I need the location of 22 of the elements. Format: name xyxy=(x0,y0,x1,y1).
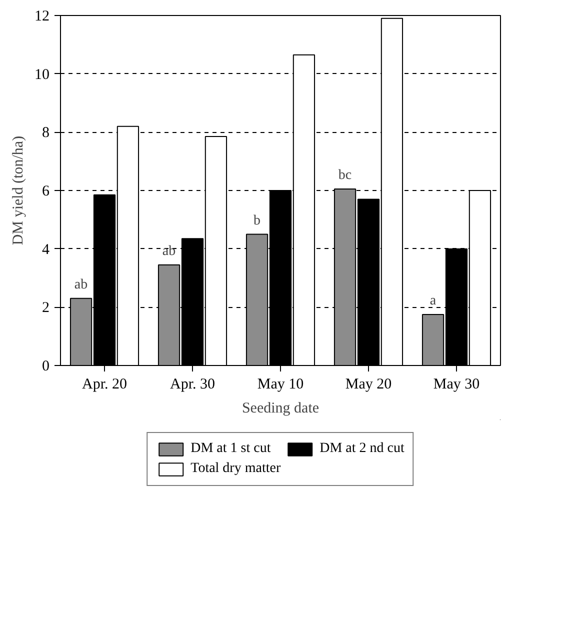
x-tick-label: Apr. 20 xyxy=(82,376,127,392)
x-tick-label: May 30 xyxy=(433,376,480,392)
annotation: b xyxy=(254,213,261,228)
y-tick-label: 12 xyxy=(34,8,50,24)
y-tick-label: 4 xyxy=(42,242,50,258)
y-tick-label: 6 xyxy=(42,184,50,200)
x-tick-label: May 10 xyxy=(257,376,304,392)
y-axis-title: DM yield (ton/ha) xyxy=(10,136,26,246)
legend-label: DM at 1 st cut xyxy=(190,441,271,457)
legend-label: DM at 2 nd cut xyxy=(320,441,404,457)
annotation: a xyxy=(430,293,437,308)
annotation: bc xyxy=(338,168,352,184)
x-tick-label: May 20 xyxy=(345,376,392,392)
y-tick-label: 0 xyxy=(42,358,50,374)
annotation: ab xyxy=(162,244,176,259)
y-tick-label: 8 xyxy=(42,125,50,142)
annotation: ab xyxy=(74,277,88,292)
y-tick-label: 10 xyxy=(34,66,50,83)
legend-label: Total dry matter xyxy=(190,461,281,477)
x-axis-title: Seeding date xyxy=(242,400,320,416)
y-tick-label: 2 xyxy=(42,300,50,316)
x-tick-label: Apr. 30 xyxy=(170,376,215,392)
